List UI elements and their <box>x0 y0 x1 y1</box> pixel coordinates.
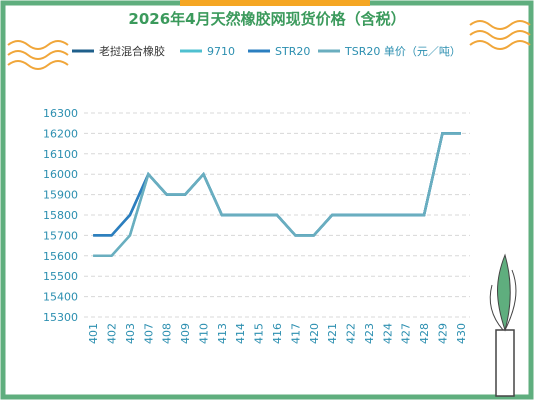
x-tick-label: 428 <box>418 323 431 344</box>
x-tick-label: 409 <box>179 323 192 344</box>
x-tick-label: 422 <box>345 323 358 344</box>
x-tick-label: 415 <box>253 323 266 344</box>
y-tick-label: 15500 <box>43 270 78 283</box>
legend-label: 9710 <box>207 45 235 58</box>
line-series <box>93 132 461 258</box>
x-tick-label: 414 <box>234 323 247 344</box>
x-tick-label: 401 <box>87 323 100 344</box>
x-tick-label: 403 <box>124 323 137 344</box>
wave-decoration <box>7 40 69 70</box>
y-tick-label: 15300 <box>43 311 78 324</box>
top-accent <box>180 0 370 6</box>
x-tick-label: 410 <box>197 323 210 344</box>
x-tick-label: 421 <box>326 323 339 344</box>
x-tick-label: 417 <box>289 323 302 344</box>
x-tick-label: 408 <box>161 323 174 344</box>
wave-decoration <box>469 20 531 50</box>
x-tick-label: 429 <box>436 323 449 344</box>
y-tick-label: 16000 <box>43 168 78 181</box>
x-tick-label: 427 <box>400 323 413 344</box>
y-tick-label: 15900 <box>43 189 78 202</box>
y-tick-label: 16100 <box>43 148 78 161</box>
y-tick-label: 15600 <box>43 250 78 263</box>
x-tick-label: 424 <box>381 323 394 344</box>
y-tick-label: 15700 <box>43 229 78 242</box>
chart-title: 2026年4月天然橡胶网现货价格（含税） <box>128 10 405 28</box>
y-tick-label: 15800 <box>43 209 78 222</box>
legend-label: STR20 <box>275 45 310 58</box>
x-tick-label: 423 <box>363 323 376 344</box>
y-tick-label: 15400 <box>43 291 78 304</box>
x-tick-label: 413 <box>216 323 229 344</box>
legend-label: 老挝混合橡胶 <box>99 44 165 58</box>
x-tick-label: 420 <box>308 323 321 344</box>
y-tick-label: 16300 <box>43 107 78 120</box>
x-tick-label: 430 <box>455 323 468 344</box>
x-tick-label: 407 <box>142 323 155 344</box>
x-tick-label: 416 <box>271 323 284 344</box>
legend-label: TSR20 单价（元／吨） <box>344 45 461 58</box>
y-tick-label: 16200 <box>43 127 78 140</box>
plant-decoration <box>489 253 517 397</box>
x-tick-label: 402 <box>106 323 119 344</box>
